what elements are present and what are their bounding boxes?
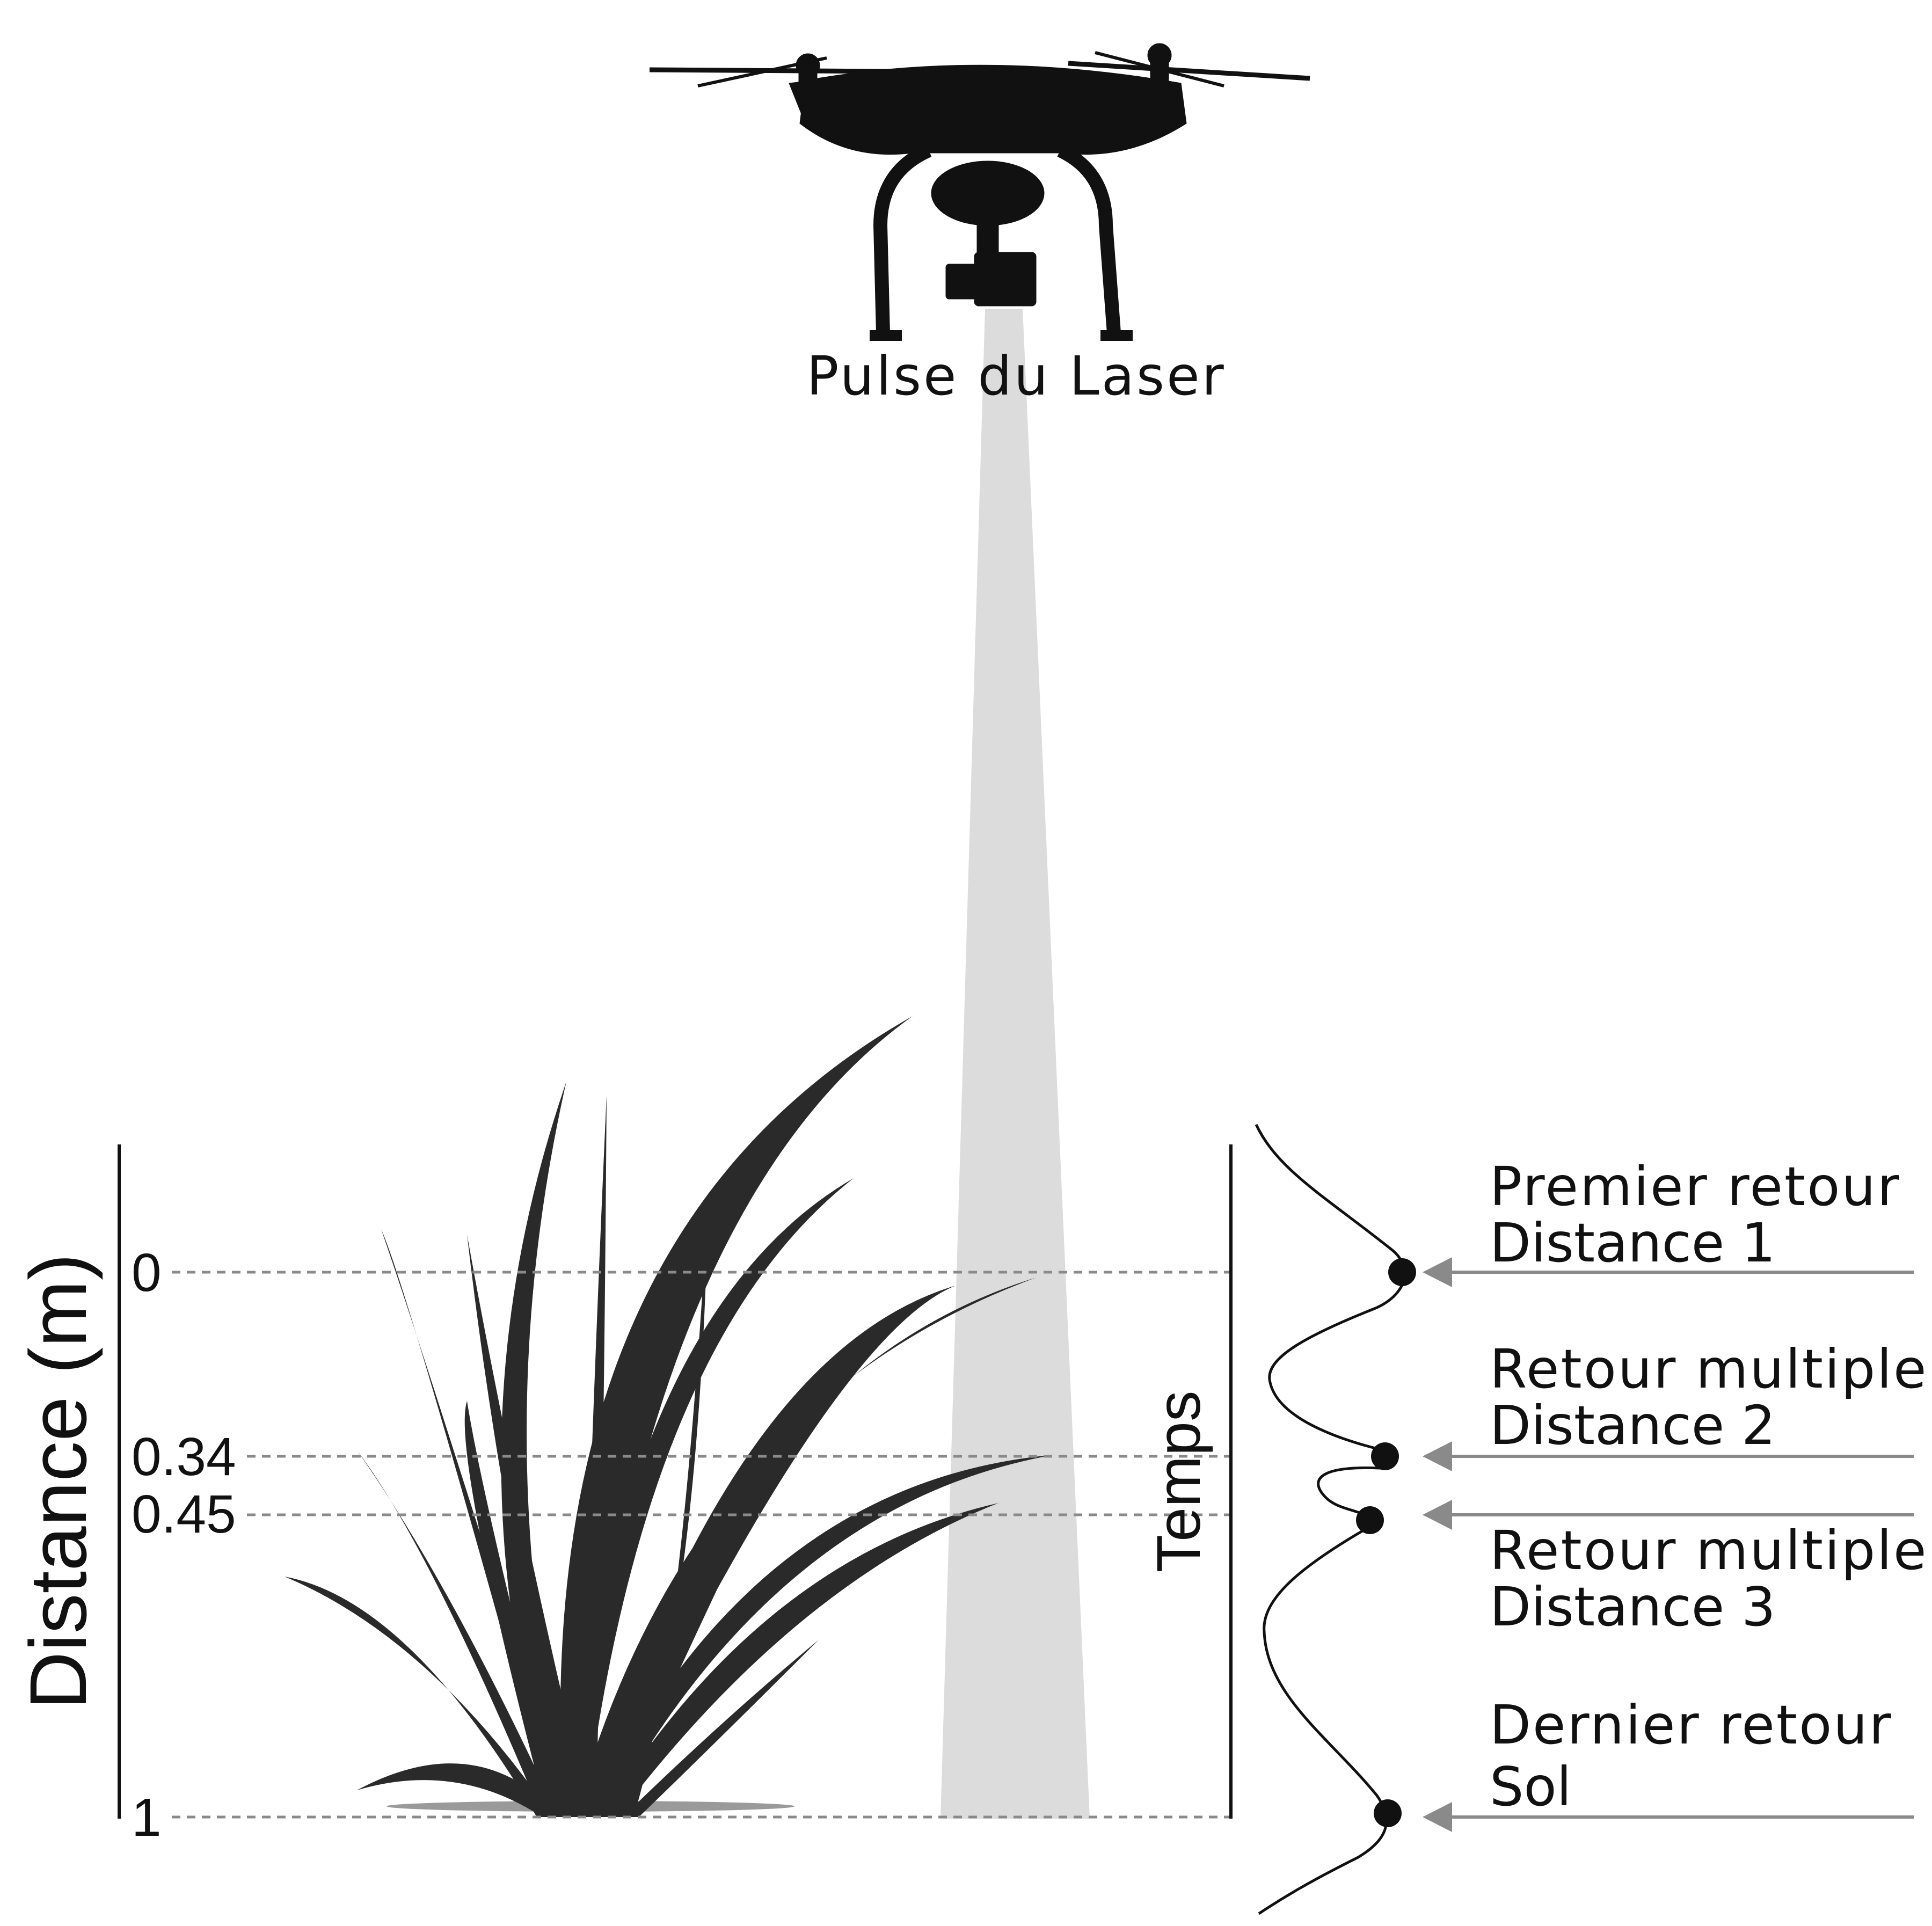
- tick-0: 0: [132, 1243, 162, 1303]
- tick-045: 0.45: [132, 1484, 236, 1544]
- arrow-head-3: [1423, 1500, 1452, 1530]
- return-2-line2: Distance 2: [1490, 1394, 1776, 1457]
- return-arrows: [1423, 1257, 1914, 1832]
- arrow-head-4: [1423, 1802, 1452, 1832]
- return-1-line1: Premier retour: [1490, 1155, 1901, 1218]
- return-dot-4: [1374, 1799, 1402, 1827]
- tick-1: 1: [132, 1788, 162, 1848]
- waveform-curve: [1255, 1124, 1406, 1915]
- return-2-line1: Retour multiple: [1490, 1338, 1928, 1400]
- reference-lines: [172, 1271, 1229, 1819]
- tick-034: 0.34: [132, 1427, 236, 1487]
- return-4-line1: Dernier retour: [1490, 1694, 1893, 1756]
- plant-illustration: [285, 1016, 1055, 1817]
- return-3-line2: Distance 3: [1490, 1575, 1776, 1638]
- pulse-label: Pulse du Laser: [806, 345, 1226, 407]
- arrow-head-1: [1423, 1257, 1452, 1287]
- return-1-line2: Distance 1: [1490, 1212, 1776, 1274]
- laser-beam: [941, 309, 1090, 1819]
- return-dot-3: [1356, 1506, 1384, 1534]
- time-axis-label: Temps: [1144, 1391, 1213, 1573]
- return-dot-2: [1371, 1442, 1399, 1470]
- return-4-line2: Sol: [1490, 1755, 1571, 1818]
- return-dot-1: [1388, 1258, 1416, 1286]
- distance-axis-label: Distance (m): [13, 1253, 103, 1710]
- drone-icon: [649, 43, 1310, 341]
- return-3-line1: Retour multiple: [1490, 1519, 1928, 1582]
- arrow-head-2: [1423, 1441, 1452, 1471]
